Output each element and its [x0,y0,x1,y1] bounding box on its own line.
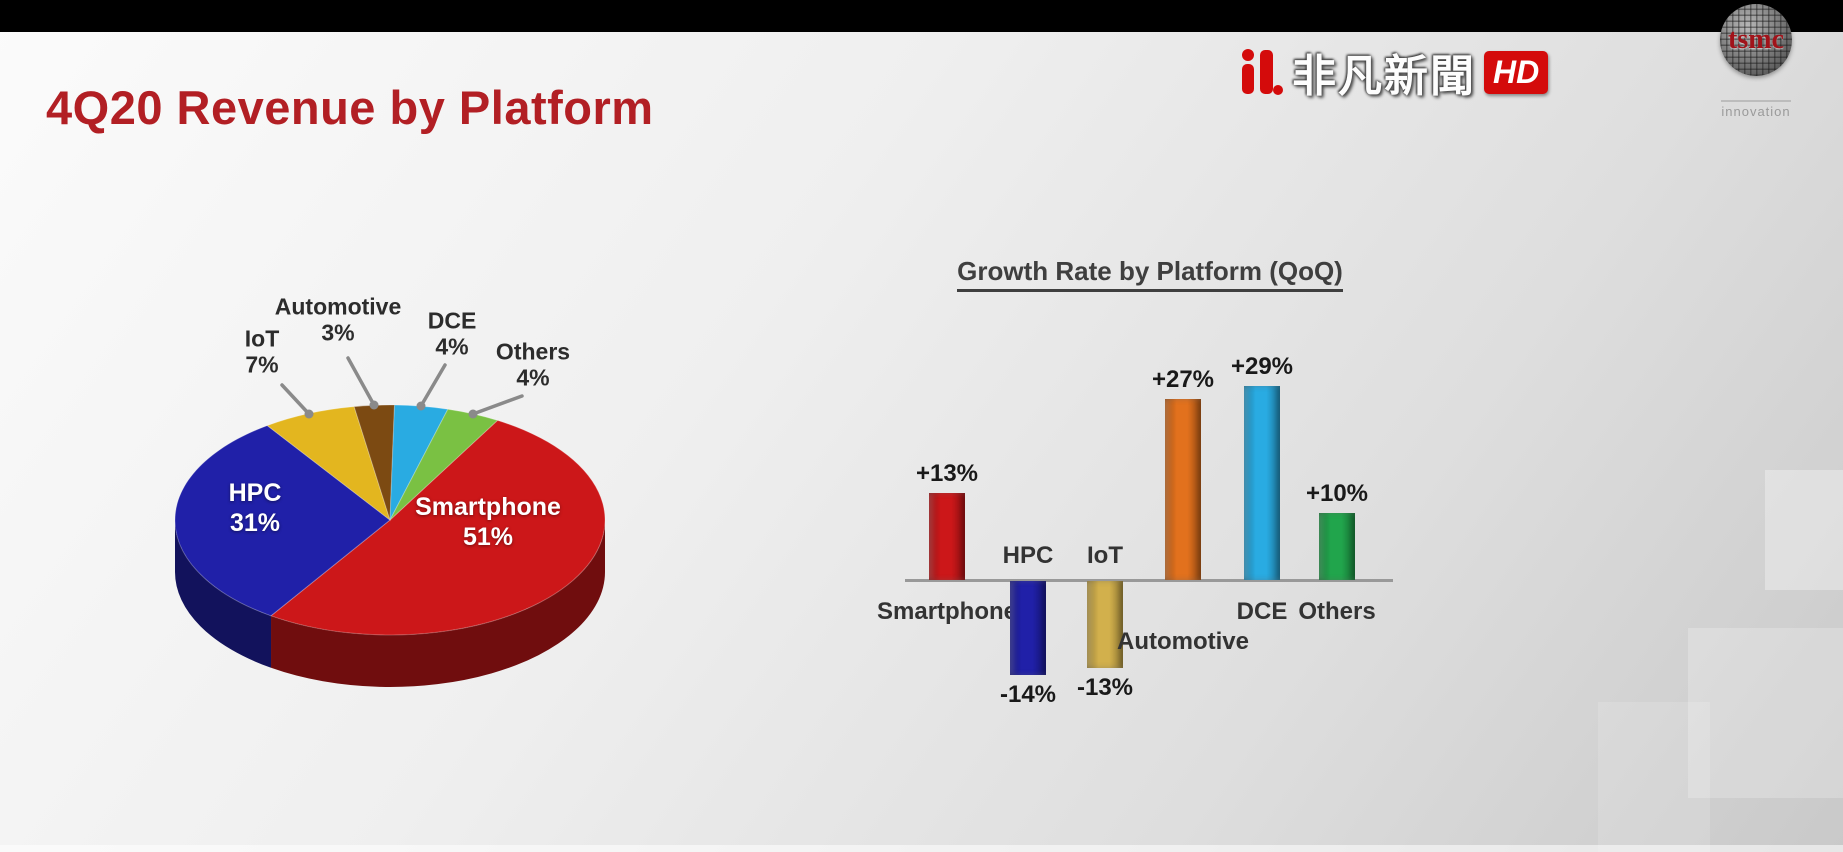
pie-label-iot: IoT 7% [244,325,280,378]
bar-iot [1087,581,1123,669]
pie-leader-line [346,356,376,407]
tsmc-wafer-icon: tsmc [1720,4,1792,76]
pie-chart-svg [174,356,606,687]
bar-value-others: +10% [1305,480,1369,507]
bar-automotive [1165,399,1201,580]
letterbox-bottom [0,845,1843,852]
pie-chart-revenue-by-platform: Smartphone 51% HPC 31% IoT 7% Automotive 3% DCE 4… [130,290,790,730]
pie-slice-smartphone [270,419,606,636]
pie-slice-hpc [174,425,391,617]
pie-leader-dot [304,409,314,419]
pie-label-smartphone: Smartphone 51% [415,493,561,551]
pie-slice-side-hpc [175,520,272,668]
bar-smartphone [929,492,965,580]
bar-name-dce: DCE [1236,598,1288,625]
bar-others [1319,513,1355,580]
bar-chart-title: Growth Rate by Platform (QoQ) [860,256,1440,292]
tsmc-tagline: innovation [1721,100,1791,119]
pie-label-others: Others 4% [495,338,571,391]
page-title: 4Q20 Revenue by Platform [46,81,654,134]
bar-name-automotive: Automotive [1117,628,1249,655]
news-channel-logo: 非凡新聞 HD [1238,40,1549,104]
pie-leader-line [419,363,447,408]
pie-leader-line [280,383,311,416]
tsmc-logo: tsmc innovation [1698,4,1814,121]
pie-leader-dot [369,400,379,410]
bar-name-hpc: HPC [1002,542,1054,569]
pie-label-dce: DCE 4% [427,307,477,360]
bar-name-iot: IoT [1087,542,1123,569]
bar-chart-title-text: Growth Rate by Platform (QoQ) [957,256,1343,292]
pie-leader-dot [416,401,426,411]
bar-baseline [905,579,1393,582]
overlay-square [1598,702,1710,852]
pie-slice-side-smartphone [271,520,605,687]
overlay-square [1765,470,1843,590]
bar-value-dce: +29% [1230,352,1294,380]
bar-dce [1244,385,1280,580]
news-logo-icon [1242,49,1283,95]
bar-value-hpc: -14% [999,680,1057,708]
bar-name-others: Others [1298,598,1376,625]
tsmc-wordmark: tsmc [1728,24,1784,55]
bar-chart-growth-rate: +13% Smartphone -14% HPC -13% IoT +27% Automoti… [877,300,1410,780]
bar-name-smartphone: Smartphone [876,598,1018,625]
pie-label-hpc: HPC 31% [228,479,282,537]
bar-value-smartphone: +13% [915,459,979,487]
pie-leader-dot [468,409,478,419]
letterbox-top [0,0,1843,32]
pie-label-automotive: Automotive 3% [274,293,402,346]
news-channel-name: 非凡新聞 [1292,52,1476,101]
bar-hpc [1010,581,1046,675]
overlay-square [1688,628,1843,798]
bar-value-iot: -13% [1076,674,1134,702]
bar-value-automotive: +27% [1151,366,1215,394]
pie-leader-line [471,394,524,416]
hd-badge: HD [1484,50,1549,94]
